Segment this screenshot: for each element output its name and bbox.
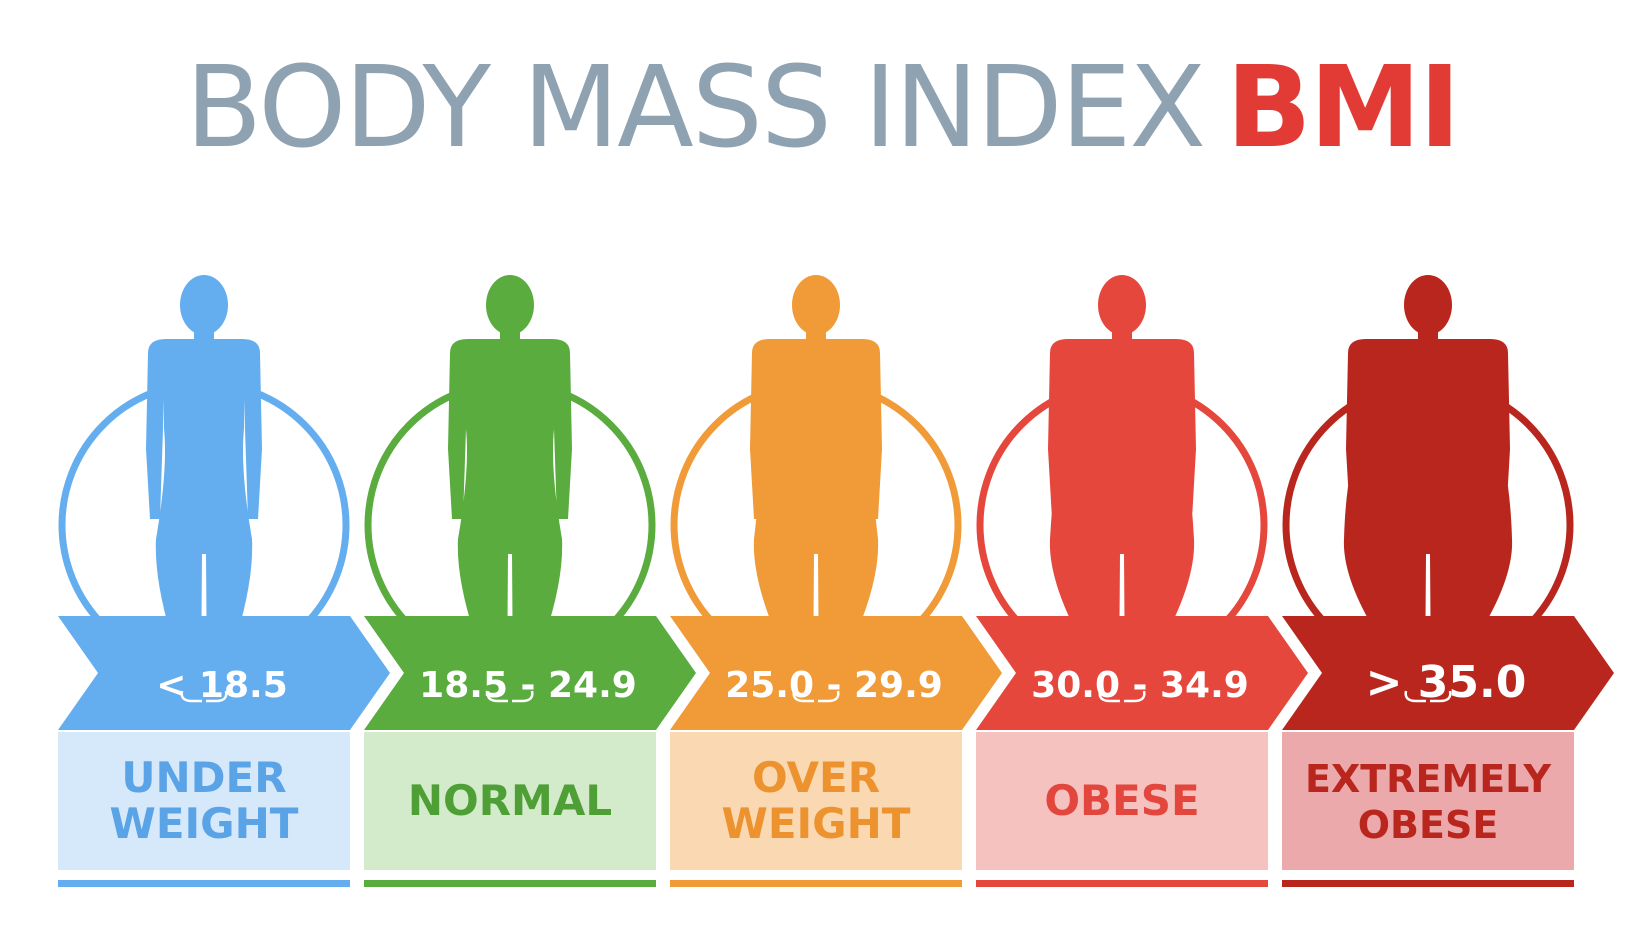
extremely-obese-body-silhouette-icon [1343, 275, 1513, 703]
range-label: < 18.5 [156, 665, 288, 706]
category-label-line: OBESE [1044, 776, 1199, 825]
category-label-box [976, 732, 1268, 870]
overweight-body-silhouette-icon [750, 275, 882, 703]
category-label-line: EXTREMELY [1305, 757, 1551, 801]
category-underline [364, 880, 656, 887]
category-label-line: OBESE [1358, 803, 1499, 847]
category-label-line: UNDER [121, 753, 286, 802]
normal-body-silhouette-icon [448, 275, 572, 703]
obese-body-silhouette-icon [1048, 275, 1196, 703]
category-label-box [364, 732, 656, 870]
title-accent-text: BMI [1226, 43, 1460, 173]
page-title: BODY MASS INDEX BMI [0, 48, 1644, 168]
category-underline [1282, 880, 1574, 887]
category-label-line: NORMAL [408, 776, 612, 825]
range-label: 25.0 - 29.9 [725, 665, 943, 706]
category-label-box [1282, 732, 1574, 870]
bmi-category-2: 18.5 - 24.9 NORMAL [364, 275, 696, 887]
category-label-line: WEIGHT [722, 799, 911, 848]
range-label: 18.5 - 24.9 [419, 665, 637, 706]
range-label: 30.0 - 34.9 [1031, 665, 1249, 706]
bmi-category-4: 30.0 - 34.9 OBESE [976, 275, 1308, 887]
category-label-box [670, 732, 962, 870]
category-label-line: WEIGHT [110, 799, 299, 848]
slim-body-silhouette-icon [146, 275, 262, 703]
category-label-line: OVER [752, 753, 880, 802]
title-main-text: BODY MASS INDEX [185, 43, 1206, 173]
category-label-box [58, 732, 350, 870]
range-label: > 35.0 [1366, 657, 1527, 708]
category-underline [670, 880, 962, 887]
category-underline [58, 880, 350, 887]
category-underline [976, 880, 1268, 887]
